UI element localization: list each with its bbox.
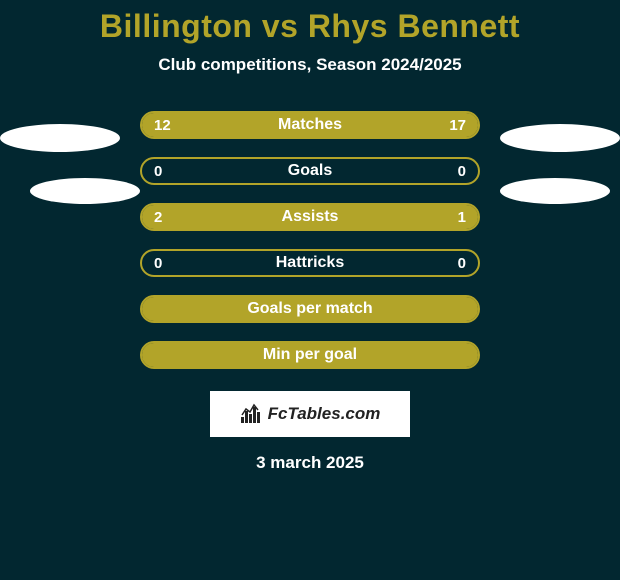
stat-value-right: 0 bbox=[458, 255, 466, 272]
date-text: 3 march 2025 bbox=[0, 453, 620, 473]
subtitle: Club competitions, Season 2024/2025 bbox=[0, 55, 620, 75]
decorative-ellipse bbox=[500, 178, 610, 204]
decorative-ellipse bbox=[0, 124, 120, 152]
stat-row: 2Assists1 bbox=[140, 203, 480, 231]
stat-label: Assists bbox=[142, 208, 478, 226]
bars-icon bbox=[240, 403, 264, 425]
badge-text: FcTables.com bbox=[268, 404, 381, 424]
stat-row: 0Hattricks0 bbox=[140, 249, 480, 277]
stat-row: 12Matches17 bbox=[140, 111, 480, 139]
stat-row: 0Goals0 bbox=[140, 157, 480, 185]
stat-value-right: 17 bbox=[449, 117, 466, 134]
stat-label: Goals per match bbox=[142, 300, 478, 318]
source-badge: FcTables.com bbox=[210, 391, 410, 437]
stat-label: Matches bbox=[142, 116, 478, 134]
stat-value-right: 1 bbox=[458, 209, 466, 226]
decorative-ellipse bbox=[30, 178, 140, 204]
stat-value-right: 0 bbox=[458, 163, 466, 180]
stat-label: Hattricks bbox=[142, 254, 478, 272]
stat-row: Min per goal bbox=[140, 341, 480, 369]
stat-label: Goals bbox=[142, 162, 478, 180]
decorative-ellipse bbox=[500, 124, 620, 152]
stat-row: Goals per match bbox=[140, 295, 480, 323]
stat-label: Min per goal bbox=[142, 346, 478, 364]
page-title: Billington vs Rhys Bennett bbox=[0, 0, 620, 45]
